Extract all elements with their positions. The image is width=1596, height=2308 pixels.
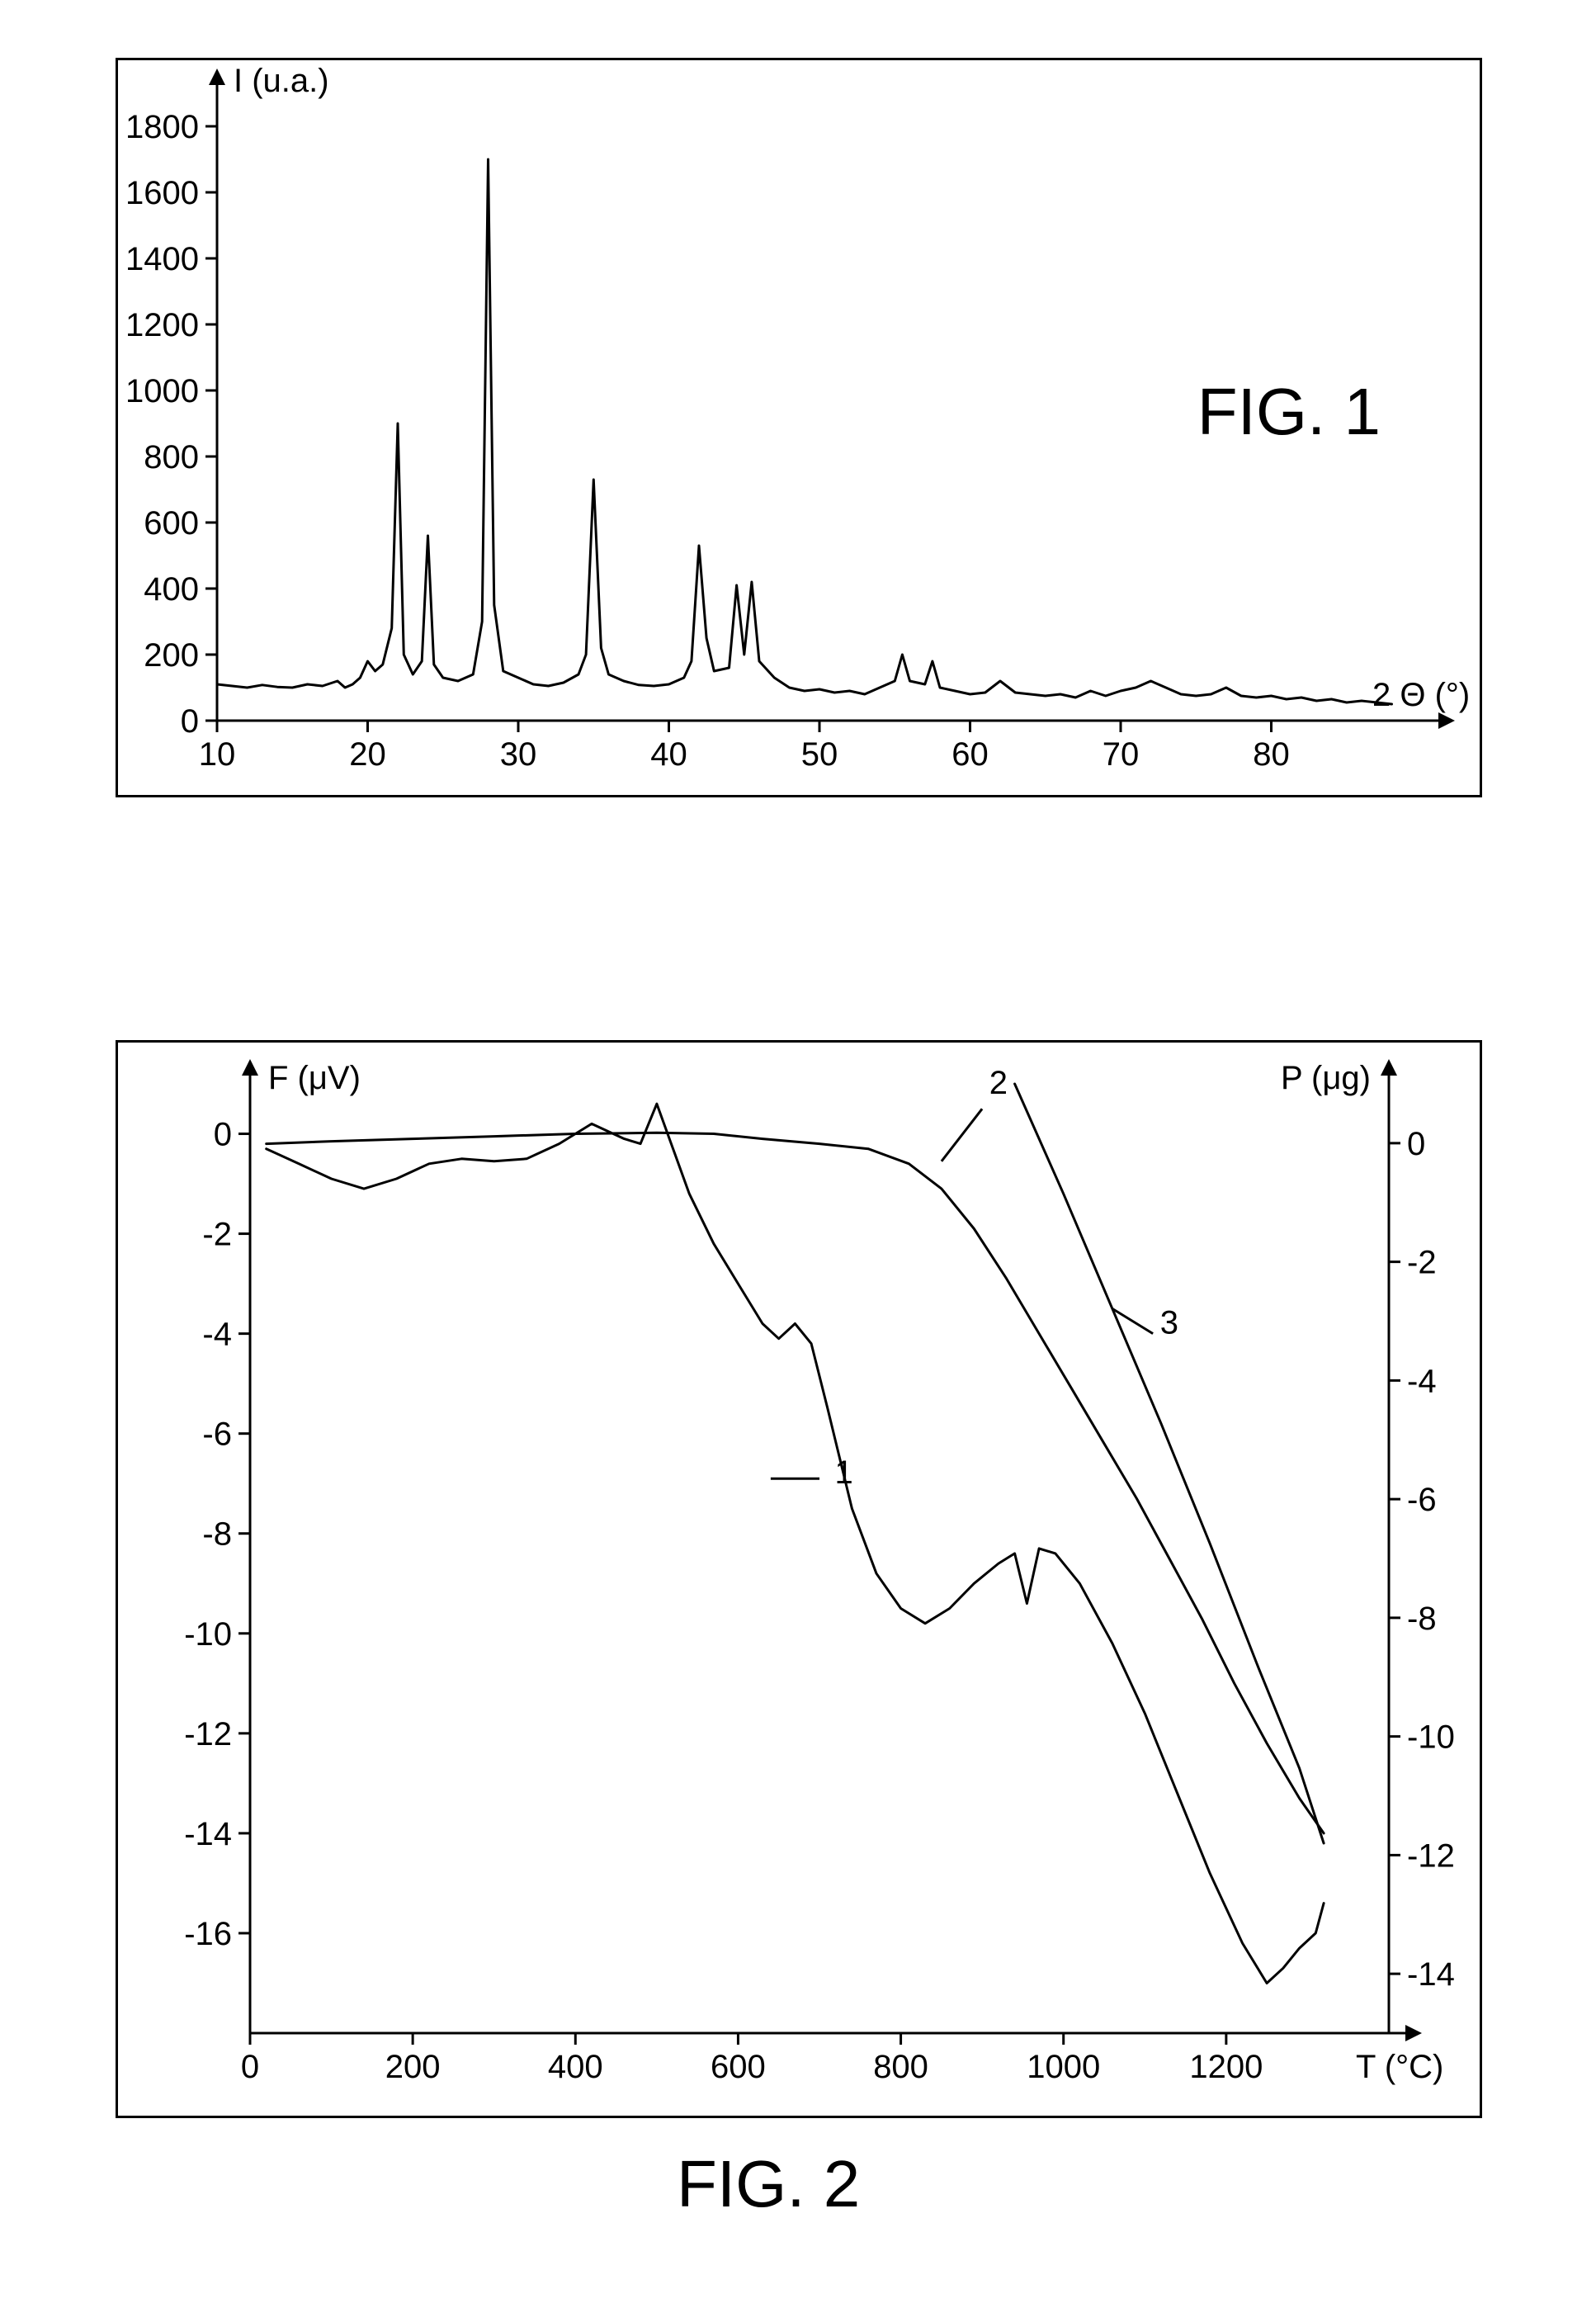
svg-text:-14: -14 [184,1816,232,1852]
svg-text:60: 60 [951,736,989,773]
svg-text:1600: 1600 [125,175,199,211]
svg-text:-16: -16 [184,1916,232,1952]
svg-text:1800: 1800 [125,109,199,145]
svg-text:70: 70 [1103,736,1140,773]
svg-text:1200: 1200 [1189,2049,1263,2085]
svg-text:1: 1 [834,1454,852,1491]
svg-text:F (μV): F (μV) [268,1060,361,1096]
figure-1-frame: 0 200 400 600 800 1000 1200 1400 1600 1800 10 20 30… [116,58,1482,797]
svg-text:3: 3 [1160,1305,1178,1341]
svg-text:0: 0 [181,703,199,740]
svg-text:600: 600 [144,505,199,542]
svg-text:-10: -10 [184,1616,232,1653]
svg-text:P (μg): P (μg) [1281,1060,1371,1096]
svg-text:-6: -6 [1407,1482,1437,1518]
svg-text:-4: -4 [1407,1363,1437,1399]
svg-text:-10: -10 [1407,1719,1455,1756]
svg-text:800: 800 [873,2049,928,2085]
svg-text:80: 80 [1253,736,1290,773]
svg-text:40: 40 [650,736,687,773]
svg-text:1200: 1200 [125,307,199,343]
svg-text:I (u.a.): I (u.a.) [234,63,329,99]
svg-text:-12: -12 [184,1716,232,1752]
page-root: 020040060080010001200140016001800 102030… [0,0,1596,2308]
svg-text:-14: -14 [1407,1956,1455,1993]
svg-text:0: 0 [241,2049,259,2085]
svg-text:1000: 1000 [1027,2049,1100,2085]
svg-text:400: 400 [144,571,199,608]
figure-2-svg: 0 -2 -4 -6 -8 -10 -12 -14 -16 0 -2 -4 -6 -8 -10 -12 -14… [118,1043,1480,2116]
figure-2-frame: 0 -2 -4 -6 -8 -10 -12 -14 -16 0 -2 -4 -6 -8 -10 -12 -14… [116,1040,1482,2118]
svg-text:800: 800 [144,439,199,475]
svg-text:-6: -6 [202,1416,232,1453]
svg-text:0: 0 [1407,1126,1425,1162]
svg-text:1400: 1400 [125,241,199,277]
svg-text:600: 600 [711,2049,766,2085]
svg-text:-8: -8 [1407,1601,1437,1637]
svg-text:20: 20 [349,736,386,773]
svg-text:2 Θ (°): 2 Θ (°) [1372,677,1470,713]
figure-1-title: FIG. 1 [1197,374,1381,450]
svg-text:-4: -4 [202,1317,232,1353]
svg-text:1000: 1000 [125,373,199,409]
svg-text:400: 400 [548,2049,603,2085]
svg-text:30: 30 [500,736,537,773]
svg-text:200: 200 [144,637,199,674]
figure-2-title: FIG. 2 [677,2146,860,2222]
svg-text:-12: -12 [1407,1837,1455,1874]
svg-text:50: 50 [801,736,838,773]
svg-text:2: 2 [989,1065,1008,1101]
svg-text:-8: -8 [202,1516,232,1553]
svg-text:T (°C): T (°C) [1356,2049,1443,2085]
svg-text:200: 200 [385,2049,441,2085]
svg-text:-2: -2 [1407,1245,1437,1281]
svg-text:0: 0 [214,1117,232,1153]
svg-text:10: 10 [199,736,236,773]
svg-text:-2: -2 [202,1217,232,1253]
